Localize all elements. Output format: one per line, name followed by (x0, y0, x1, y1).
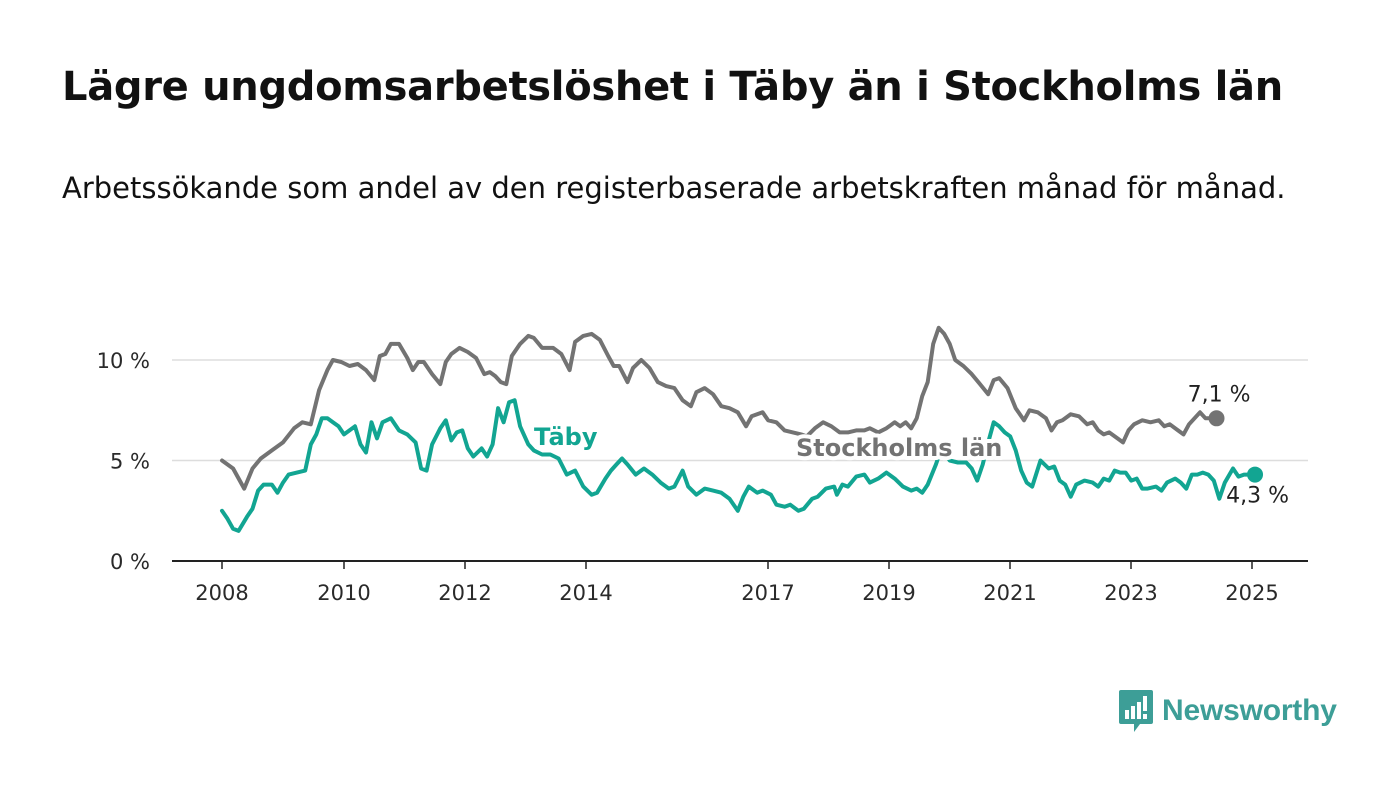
axes: 0 % 5 % 10 % 2008 2010 2012 2014 2017 2019 2021 20… (97, 349, 1308, 605)
x-tick-label: 2025 (1225, 581, 1278, 605)
taby-end-label: 4,3 % (1226, 484, 1289, 509)
stockholm-series-line (220, 325, 1219, 491)
x-tick-label: 2010 (317, 581, 370, 605)
x-tick-label: 2017 (741, 581, 794, 605)
taby-end-marker (1247, 466, 1264, 483)
chart-subtitle: Arbetssökande som andel av den registerb… (62, 171, 1286, 205)
stockholm-end-label: 7,1 % (1188, 382, 1251, 407)
x-tick-label: 2014 (559, 581, 612, 605)
taby-series-label: Täby (534, 423, 598, 451)
series-lines (220, 325, 1264, 533)
chart-title: Lägre ungdomsarbetslöshet i Täby än i St… (62, 64, 1283, 110)
stockholm-series-label: Stockholms län (796, 434, 1002, 462)
x-tick-label: 2023 (1104, 581, 1157, 605)
newsworthy-logo-icon (1119, 690, 1153, 732)
x-tick-label: 2021 (983, 581, 1036, 605)
x-tick-label: 2012 (438, 581, 491, 605)
y-tick-label: 5 % (110, 450, 150, 474)
brand-name: Newsworthy (1162, 694, 1337, 727)
gridlines (172, 359, 1308, 462)
x-tick-label: 2008 (195, 581, 248, 605)
x-tick-label: 2019 (862, 581, 915, 605)
newsworthy-logo: Newsworthy (1118, 688, 1337, 734)
stockholm-label-halo: Stockholms län (796, 434, 1002, 462)
stockholm-end-marker (1208, 410, 1225, 427)
y-tick-label: 10 % (97, 349, 150, 373)
taby-series-line (220, 398, 1257, 533)
y-tick-label: 0 % (110, 550, 150, 574)
